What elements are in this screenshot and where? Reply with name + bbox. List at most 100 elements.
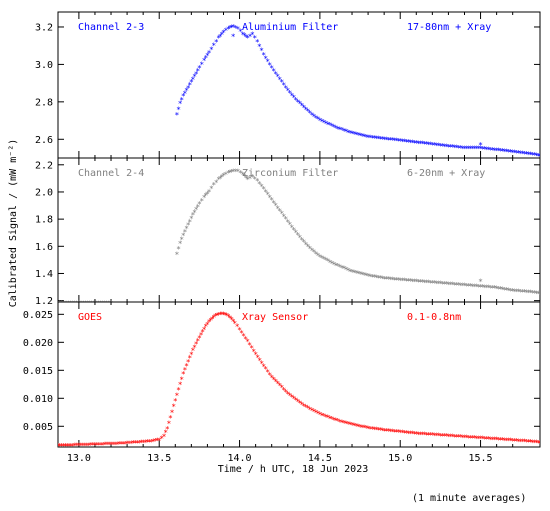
interp-point: * — [492, 146, 497, 155]
data-point: * — [462, 145, 467, 154]
interp-point: * — [166, 419, 171, 428]
interp-point: * — [506, 148, 511, 157]
interp-point: * — [360, 132, 365, 141]
interp-point: * — [402, 138, 407, 147]
interp-point: * — [424, 278, 429, 287]
data-point: * — [181, 370, 186, 379]
interp-point: * — [454, 144, 459, 153]
y-tick-label: 2.2 — [35, 160, 53, 171]
data-point: * — [382, 427, 387, 436]
interp-point: * — [257, 42, 262, 51]
interp-point: * — [163, 429, 168, 438]
y-tick-label: 0.025 — [23, 310, 53, 321]
averaging-footnote: (1 minute averages) — [412, 493, 526, 504]
interp-point: * — [66, 161, 71, 170]
interp-point: * — [492, 436, 497, 445]
interp-point: * — [450, 143, 455, 152]
interp-point: * — [378, 426, 383, 435]
interp-point: * — [520, 150, 525, 159]
interp-point: * — [370, 134, 375, 143]
interp-point: * — [263, 54, 268, 63]
x-tick-label: 13.5 — [147, 453, 171, 464]
interp-point: * — [528, 438, 533, 447]
interp-point: * — [68, 161, 73, 170]
interp-point: * — [400, 276, 405, 285]
interp-point: * — [454, 281, 459, 290]
interp-point: * — [229, 24, 234, 33]
data-point: * — [76, 299, 81, 308]
interp-point: * — [362, 271, 367, 280]
interp-point: * — [159, 434, 164, 443]
y-tick-label: 0.020 — [23, 338, 53, 349]
interp-point: * — [61, 442, 66, 451]
interp-point: * — [426, 140, 431, 149]
interp-point: * — [374, 134, 379, 143]
interp-point: * — [442, 280, 447, 289]
data-point: * — [207, 49, 212, 58]
x-tick-label: 14.5 — [308, 453, 332, 464]
interp-point: * — [452, 433, 457, 442]
interp-point: * — [309, 406, 314, 415]
panel-zirconium: 1.2 1.4 1.6 1.8 2.0 2.2 Channel 2-4 Zirconium F… — [35, 157, 541, 308]
interp-point: * — [338, 125, 343, 134]
data-point: * — [64, 299, 69, 308]
interp-point: * — [244, 174, 249, 183]
x-tick-label: 14.0 — [228, 453, 252, 464]
interp-point: * — [275, 73, 280, 82]
plot-frame — [57, 301, 541, 448]
interp-point: * — [315, 115, 320, 124]
interp-point: * — [275, 204, 280, 213]
data-point: * — [223, 311, 228, 320]
interp-point: * — [514, 149, 519, 158]
interp-point: * — [470, 434, 475, 443]
interp-point: * — [518, 288, 523, 297]
interp-point: * — [344, 266, 349, 275]
panel-annotation: Zirconium Filter — [242, 168, 338, 179]
interp-point: * — [192, 73, 197, 82]
data-point: * — [216, 34, 221, 43]
data-point: * — [187, 218, 192, 227]
data-point: * — [194, 70, 199, 79]
interp-point: * — [319, 254, 324, 263]
interp-point: * — [299, 236, 304, 245]
interp-point: * — [143, 438, 148, 447]
data-point: * — [109, 299, 114, 308]
interp-point: * — [474, 145, 479, 154]
data-point: * — [430, 431, 435, 440]
interp-point: * — [506, 437, 511, 446]
interp-point: * — [418, 278, 423, 287]
data-point: * — [398, 276, 403, 285]
plot-frame — [57, 11, 541, 159]
interp-point: * — [416, 278, 421, 287]
data-point: * — [56, 442, 61, 451]
interp-point: * — [283, 84, 288, 93]
interp-point: * — [372, 273, 377, 282]
interp-point: * — [514, 437, 519, 446]
interp-point: * — [438, 142, 443, 151]
data-point: * — [211, 181, 216, 190]
interp-point: * — [450, 281, 455, 290]
interp-point: * — [97, 441, 102, 450]
interp-point: * — [356, 131, 361, 140]
interp-point: * — [508, 287, 513, 296]
interp-point: * — [74, 299, 79, 308]
data-point: * — [430, 141, 435, 150]
interp-point: * — [530, 289, 535, 298]
interp-point: * — [74, 442, 79, 451]
data-point: * — [366, 272, 371, 281]
interp-point: * — [94, 299, 99, 308]
interp-point: * — [289, 91, 294, 100]
data-point: * — [178, 100, 183, 109]
data-point: * — [285, 390, 290, 399]
interp-point: * — [111, 440, 116, 449]
interp-point: * — [238, 28, 243, 37]
data-point: * — [301, 103, 306, 112]
data-point: * — [430, 279, 435, 288]
data-point: * — [350, 421, 355, 430]
interp-point: * — [440, 142, 445, 151]
interp-point: * — [482, 283, 487, 292]
interp-point: * — [297, 233, 302, 242]
interp-point: * — [61, 299, 66, 308]
plot-frame — [57, 157, 541, 303]
